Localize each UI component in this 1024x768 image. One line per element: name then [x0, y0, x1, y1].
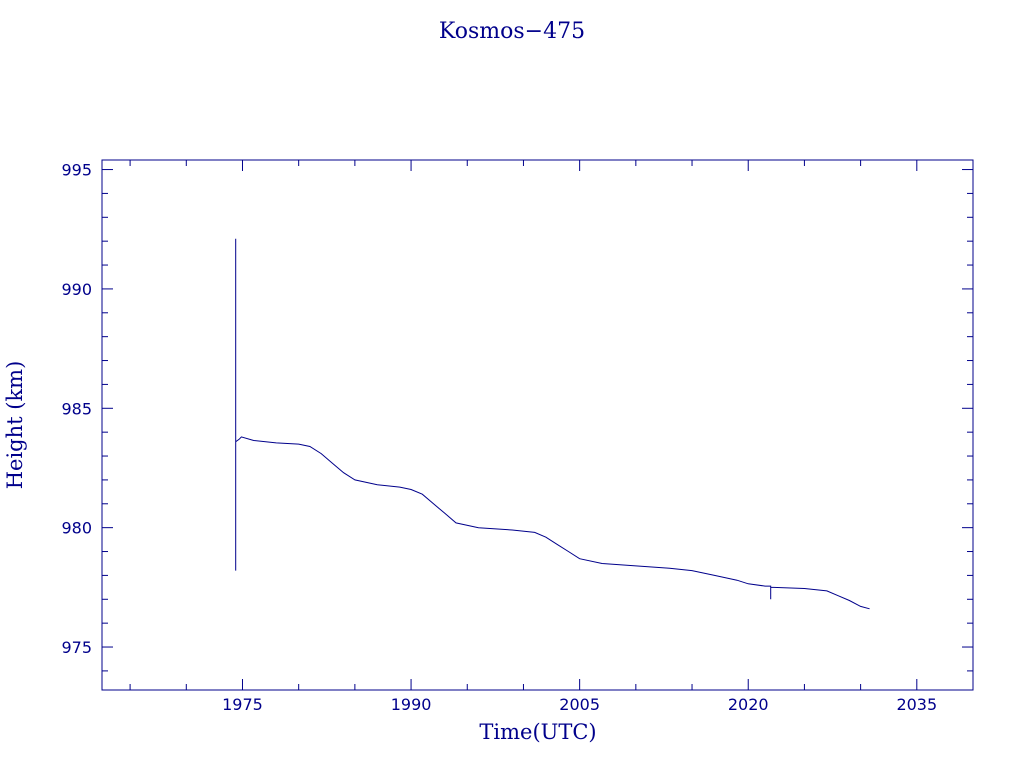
y-tick-label: 975 — [61, 638, 92, 657]
chart-title: Kosmos−475 — [439, 19, 585, 44]
x-axis-label: Time(UTC) — [479, 720, 596, 744]
y-tick-label: 980 — [61, 519, 92, 538]
y-tick-label: 990 — [61, 280, 92, 299]
height-series-line — [235, 238, 870, 610]
x-tick-label: 2020 — [728, 695, 769, 714]
axis-ticks — [102, 160, 974, 690]
y-axis-label: Height (km) — [3, 361, 27, 490]
plot-frame — [101, 159, 974, 691]
y-tick-label: 995 — [61, 161, 92, 180]
x-tick-label: 2005 — [559, 695, 600, 714]
x-tick-label: 2035 — [896, 695, 937, 714]
x-tick-label: 1990 — [391, 695, 432, 714]
x-tick-label: 1975 — [222, 695, 263, 714]
y-tick-label: 985 — [61, 399, 92, 418]
axis-tick-labels: 1975 1990 2005 2020 2035 975 980 985 990 995 — [61, 161, 937, 714]
